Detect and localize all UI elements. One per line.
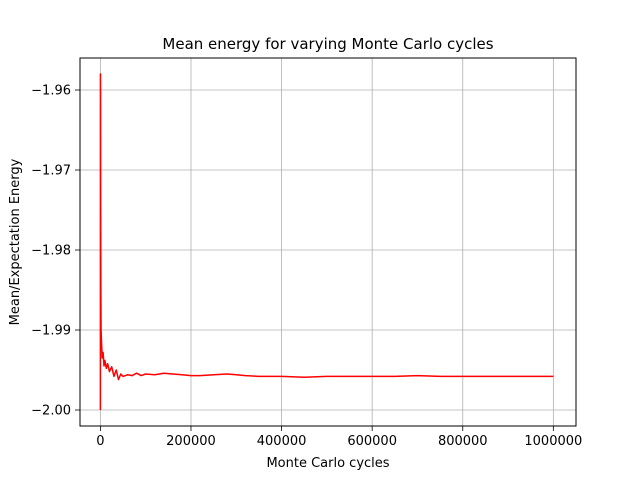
y-tick-label: −1.99 [31, 324, 71, 339]
y-axis-label: Mean/Expectation Energy [8, 158, 23, 325]
x-tick-label: 200000 [166, 434, 216, 449]
plot-frame [79, 57, 577, 427]
series [99, 73, 554, 411]
y-tick-label: −1.97 [31, 164, 71, 179]
grid [80, 58, 576, 426]
y-tick-label: −2.00 [31, 404, 71, 419]
x-tick-label: 1000000 [524, 434, 582, 449]
y-tick-label: −1.98 [31, 244, 71, 259]
x-axis-label: Monte Carlo cycles [266, 456, 389, 471]
x-tick-label: 400000 [257, 434, 307, 449]
x-tick-label: 0 [96, 434, 104, 449]
x-tick-label: 600000 [347, 434, 397, 449]
energy-series-line [99, 73, 554, 411]
x-tick-label: 800000 [438, 434, 488, 449]
chart-title: Mean energy for varying Monte Carlo cycl… [162, 35, 493, 53]
y-tick-label: −1.96 [31, 84, 71, 99]
ticks: 0 200000 400000 600000 800000 1000000 −2.00 −1.… [31, 84, 582, 450]
